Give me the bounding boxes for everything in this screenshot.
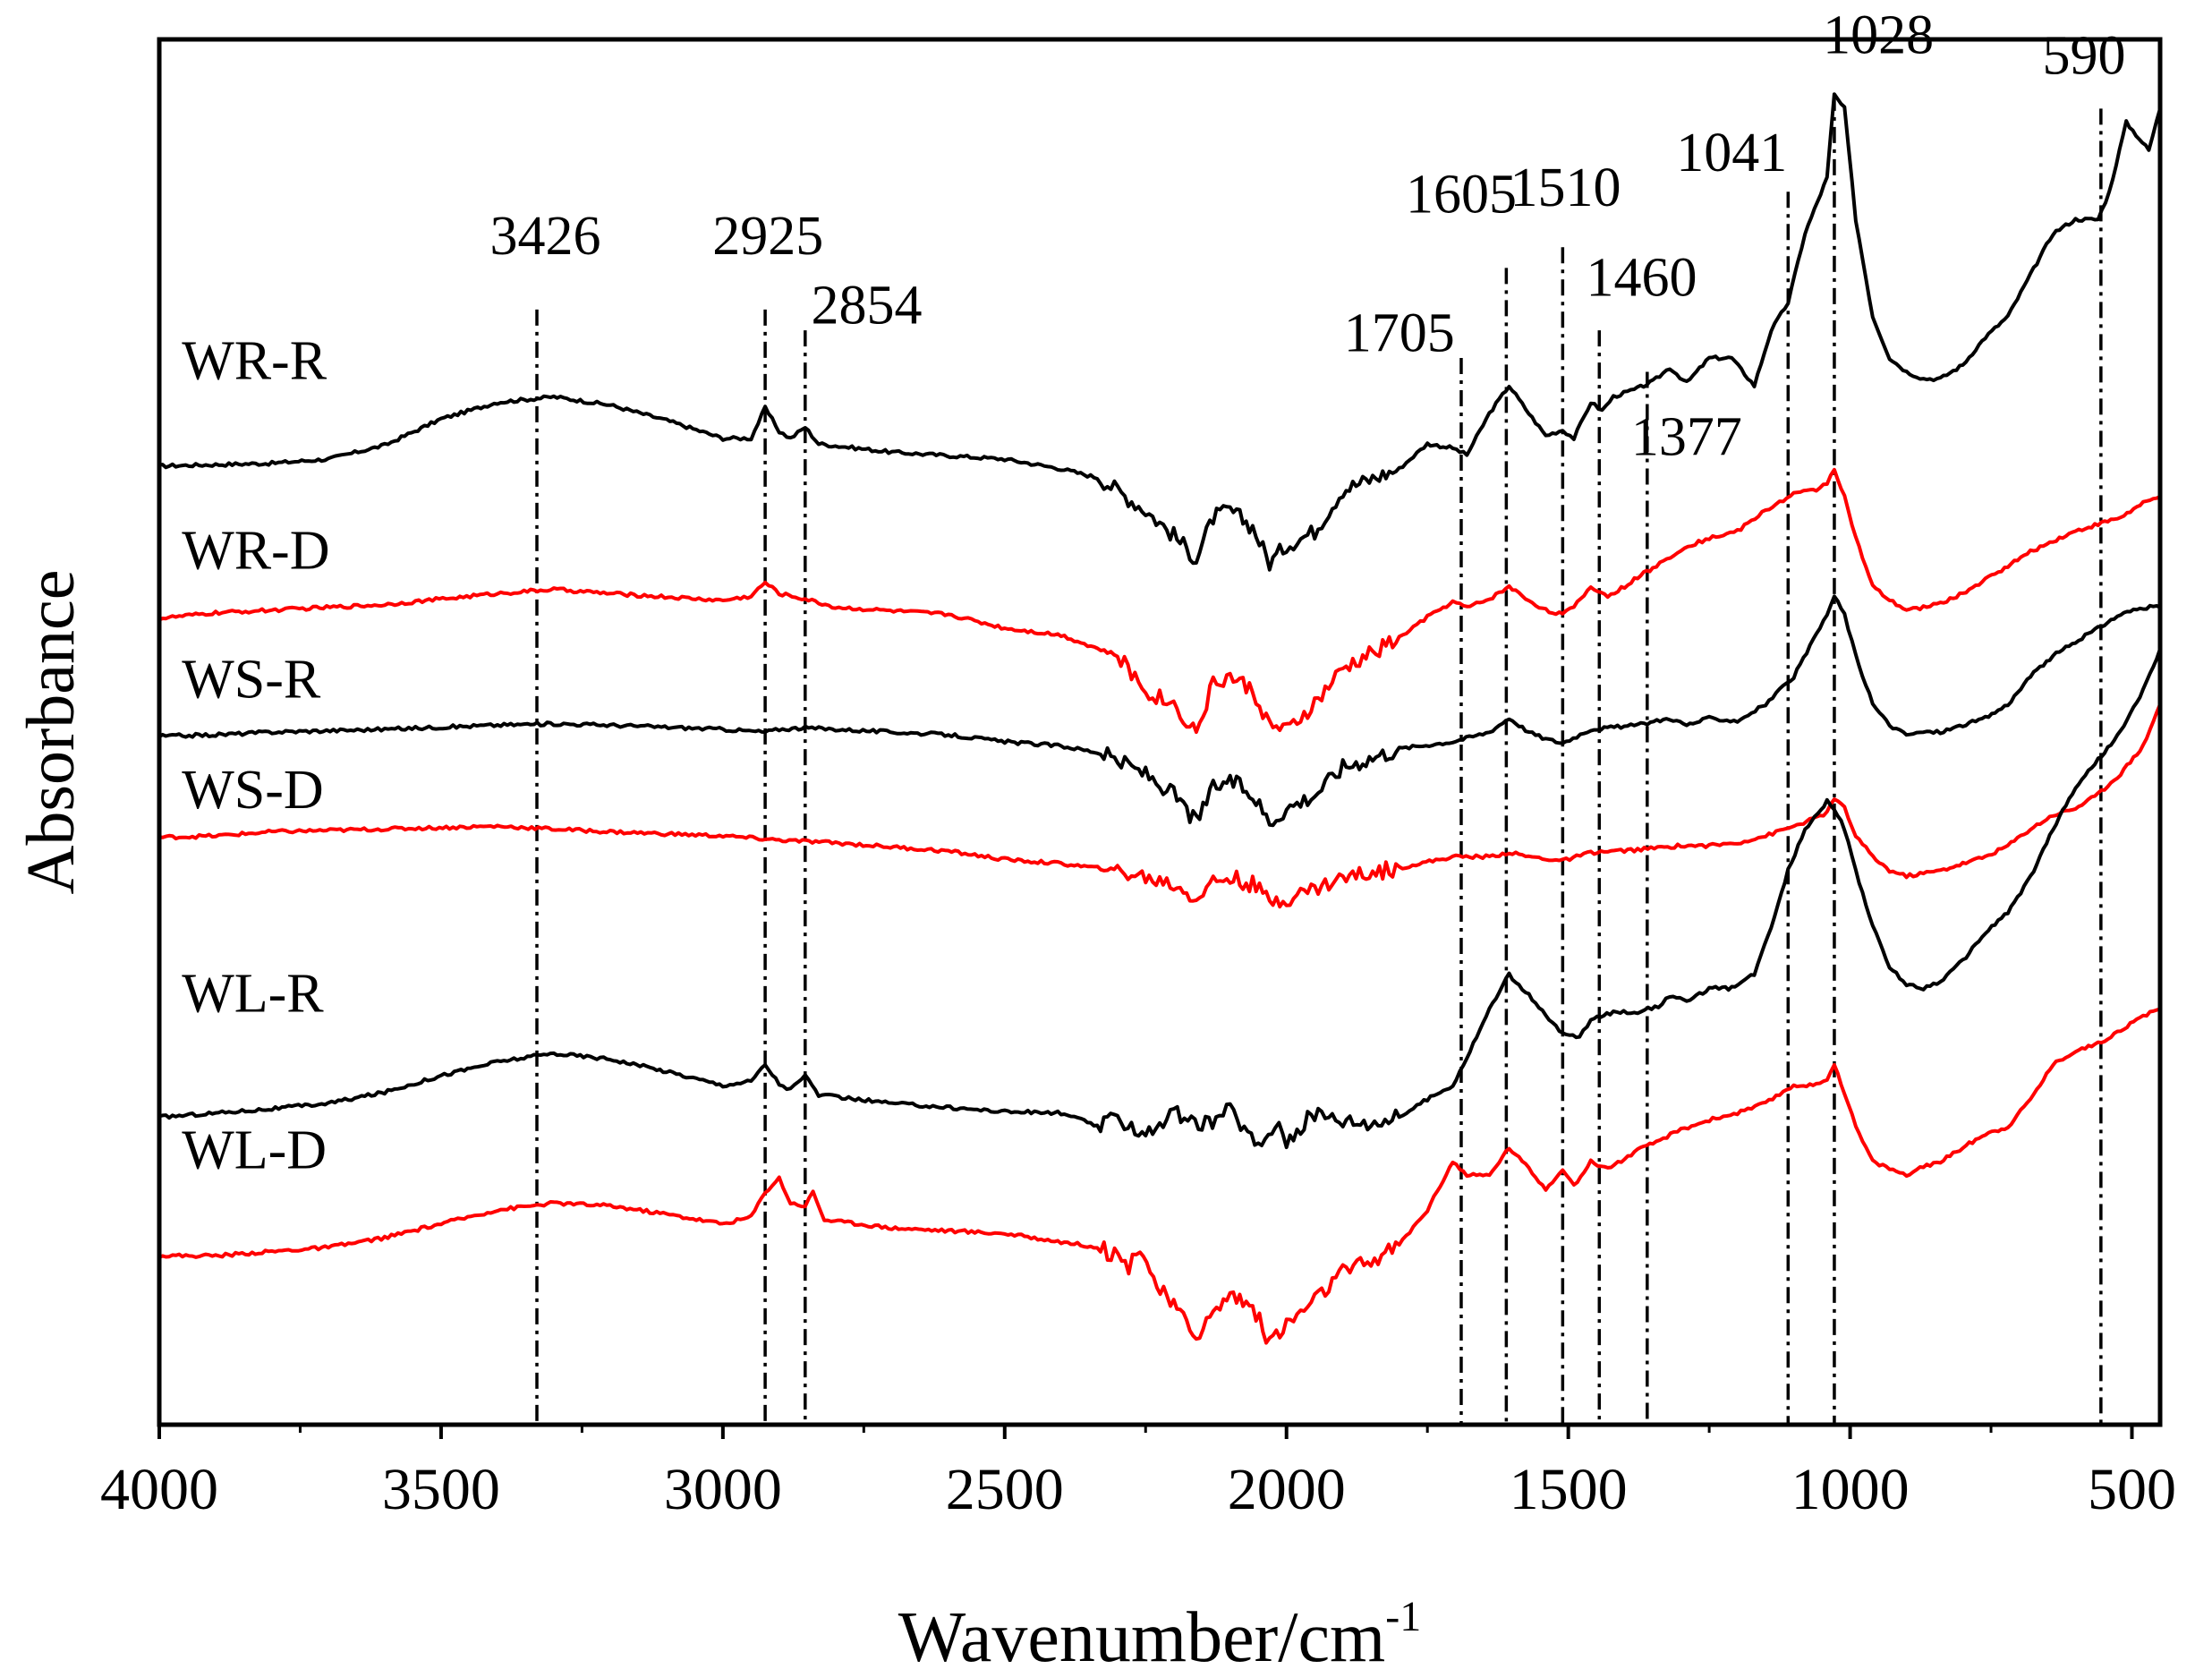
series-line-wl-d	[158, 1007, 2161, 1345]
x-tick-label-4000: 4000	[100, 1457, 218, 1522]
y-axis-label: Absorbance	[13, 570, 89, 895]
x-tick-label-3500: 3500	[382, 1457, 500, 1522]
peak-label-3426: 3426	[489, 206, 600, 267]
x-tick-label-2000: 2000	[1228, 1457, 1346, 1522]
series-line-ws-d	[158, 703, 2162, 909]
peak-label-1377: 1377	[1631, 406, 1742, 467]
peak-label-1041: 1041	[1676, 123, 1787, 183]
series-label-ws-r: WS-R	[182, 649, 321, 710]
series-label-ws-d: WS-D	[182, 760, 323, 821]
spectrum-lines	[157, 92, 2162, 1345]
x-tick-label-500: 500	[2088, 1457, 2176, 1522]
series-line-wl-r	[158, 648, 2162, 1150]
x-axis-ticks: 4000 3500 3000 2500 2000 1500 1000 500	[100, 1425, 2176, 1522]
x-tick-label-3000: 3000	[664, 1457, 782, 1522]
x-tick-label-2500: 2500	[946, 1457, 1064, 1522]
peak-label-1028: 1028	[1823, 4, 1934, 65]
series-label-wl-d: WL-D	[182, 1120, 327, 1181]
peak-label-1460: 1460	[1587, 247, 1697, 308]
peak-label-1605: 1605	[1406, 165, 1517, 226]
series-line-ws-r	[157, 594, 2161, 828]
series-labels: WR-R WR-D WS-R WS-D WL-R WL-D	[182, 330, 329, 1180]
x-tick-label-1500: 1500	[1510, 1457, 1628, 1522]
peak-label-590: 590	[2042, 26, 2125, 87]
series-label-wr-r: WR-R	[182, 330, 328, 391]
peak-label-2854: 2854	[811, 275, 922, 336]
series-line-wr-d	[158, 467, 2161, 735]
x-axis-label: Wavenumber/cm-1	[898, 1593, 1421, 1669]
peak-label-1705: 1705	[1344, 302, 1455, 363]
series-label-wr-d: WR-D	[182, 520, 329, 581]
peak-label-2925: 2925	[712, 206, 823, 267]
x-tick-label-1000: 1000	[1791, 1457, 1910, 1522]
x-axis-label-superscript: -1	[1385, 1593, 1421, 1640]
peak-marker-lines	[535, 94, 2103, 1425]
plot-frame	[157, 37, 2163, 1427]
series-label-wl-r: WL-R	[182, 964, 324, 1025]
x-axis-label-text: Wavenumber/cm	[898, 1598, 1385, 1669]
series-line-wr-r	[158, 92, 2162, 572]
peak-label-1510: 1510	[1510, 158, 1621, 218]
